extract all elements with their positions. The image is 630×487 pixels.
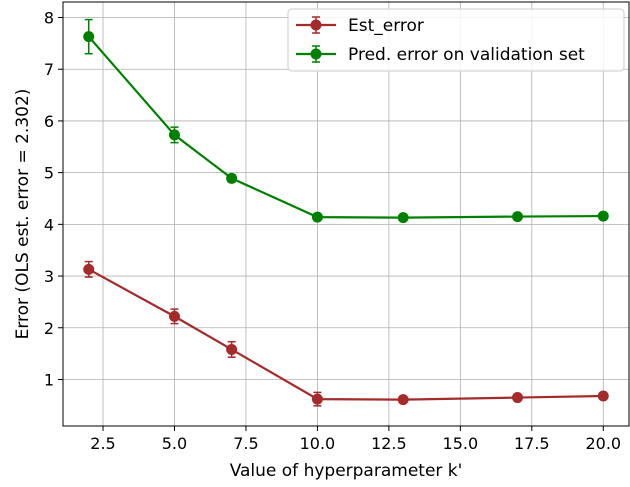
y-axis-label: Error (OLS est. error = 2.302) xyxy=(13,89,33,340)
legend: Est_error Pred. error on validation set xyxy=(287,8,625,72)
y-tick-label: 6 xyxy=(44,112,54,131)
data-point xyxy=(311,393,323,405)
legend-box xyxy=(287,8,625,72)
legend-marker xyxy=(310,48,322,60)
data-point xyxy=(512,211,524,223)
data-point xyxy=(83,263,95,275)
data-point xyxy=(597,210,609,222)
x-tick-label: 2.5 xyxy=(90,434,115,453)
x-tick-label: 7.5 xyxy=(233,434,258,453)
data-point xyxy=(597,390,609,402)
legend-label: Est_error xyxy=(348,16,424,36)
y-tick-label: 7 xyxy=(44,60,54,79)
y-tick-label: 2 xyxy=(44,319,54,338)
y-tick-label: 5 xyxy=(44,164,54,183)
x-tick-label: 12.5 xyxy=(371,434,407,453)
y-tick-label: 4 xyxy=(44,215,54,234)
series-0 xyxy=(83,260,609,407)
y-tick-label: 8 xyxy=(44,9,54,28)
x-axis-label: Value of hyperparameter k' xyxy=(230,461,463,481)
y-tick-label: 3 xyxy=(44,267,54,286)
data-point xyxy=(226,172,238,184)
data-point xyxy=(397,212,409,224)
y-tick-label: 1 xyxy=(44,370,54,389)
grid xyxy=(63,2,629,426)
data-point xyxy=(512,392,524,404)
x-tick-label: 10.0 xyxy=(300,434,336,453)
data-point xyxy=(397,394,409,406)
x-tick-label: 20.0 xyxy=(585,434,621,453)
ticks: 2.5 5.0 7.5 10.0 12.5 15.0 17.5 20.0 1 2 3 4 5 6 7 8 xyxy=(44,9,621,453)
x-tick-label: 5.0 xyxy=(162,434,187,453)
data-point xyxy=(168,129,180,141)
series-layer xyxy=(83,18,609,407)
x-tick-label: 17.5 xyxy=(514,434,550,453)
data-point xyxy=(311,211,323,223)
plot-area xyxy=(62,1,630,427)
legend-label: Pred. error on validation set xyxy=(348,45,585,65)
series-1 xyxy=(83,18,609,224)
data-point xyxy=(168,310,180,322)
data-point xyxy=(83,31,95,43)
series-line xyxy=(88,268,604,401)
data-point xyxy=(226,343,238,355)
x-tick-label: 15.0 xyxy=(443,434,479,453)
legend-marker xyxy=(310,19,322,31)
